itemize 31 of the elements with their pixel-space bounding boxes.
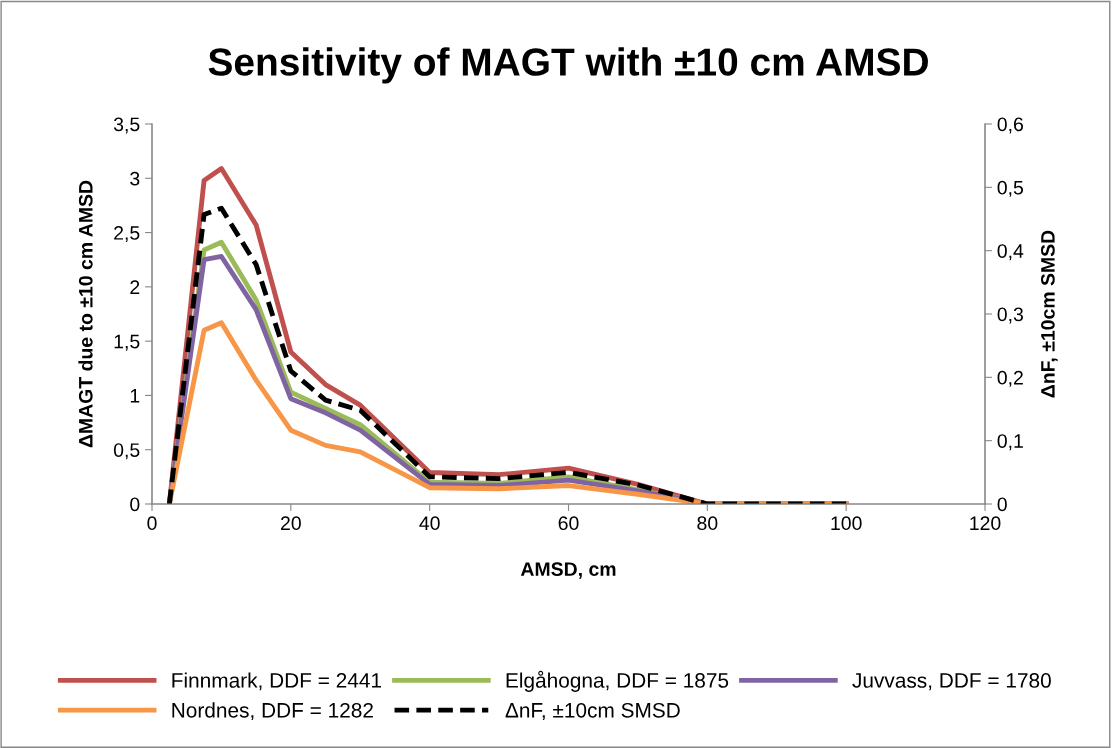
y-tick-label: 3 — [130, 171, 140, 186]
y2-tick-label: 0,6 — [997, 117, 1023, 134]
x-tick-label: 0 — [147, 516, 157, 531]
y2-tick-label: 0,3 — [997, 307, 1023, 324]
y-tick-label: 1 — [130, 389, 140, 403]
y-tick-label: 1,5 — [114, 334, 140, 351]
legend-label: Finnmark, DDF = 2441 — [172, 672, 382, 691]
x-tick-label: 20 — [281, 516, 301, 531]
legend-label: Juvvass, DDF = 1780 — [852, 673, 1051, 691]
y2-axis-title: ΔnF, ±10cm SMSD — [1041, 230, 1058, 398]
legend-label: Elgåhogna, DDF = 1875 — [506, 670, 729, 692]
y-axis-title: ΔMAGT due to ±10 cm AMSD — [78, 180, 93, 448]
chart-title: Sensitivity of MAGT with ±10 cm AMSD — [208, 47, 928, 84]
y-tick-label: 0 — [130, 497, 140, 512]
legend-label: Nordnes, DDF = 1282 — [172, 702, 373, 721]
y2-tick-label: 0 — [997, 497, 1007, 512]
y2-tick-label: 0,2 — [997, 370, 1023, 387]
x-tick-label: 80 — [697, 516, 718, 531]
y-tick-label: 0,5 — [113, 443, 140, 460]
y-tick-label: 2 — [130, 280, 140, 294]
y2-tick-label: 0,4 — [997, 244, 1024, 261]
y-tick-label: 2,5 — [114, 226, 140, 243]
legend-label: ΔnF, ±10cm SMSD — [505, 702, 680, 721]
x-axis-title: AMSD, cm — [520, 562, 616, 579]
y-tick-label: 3,5 — [113, 117, 140, 134]
y2-tick-label: 0,5 — [997, 180, 1024, 197]
y2-tick-label: 0,1 — [997, 434, 1023, 451]
x-tick-label: 40 — [419, 516, 440, 531]
x-tick-label: 100 — [831, 516, 862, 531]
x-tick-label: 60 — [558, 516, 579, 531]
x-tick-label: 120 — [970, 516, 1001, 531]
